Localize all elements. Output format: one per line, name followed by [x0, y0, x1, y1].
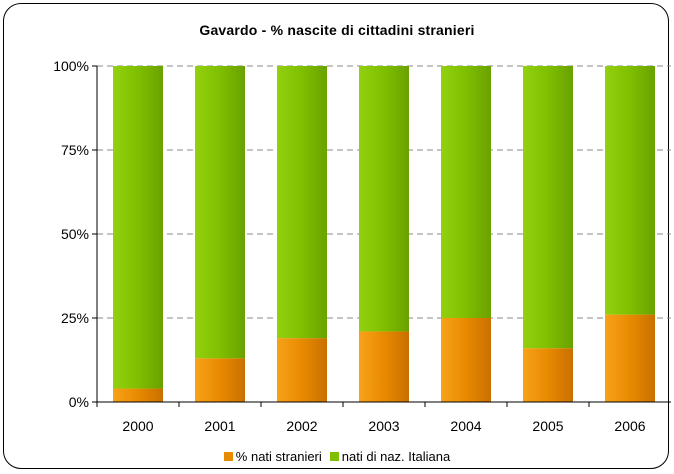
bar-italiana-2005 [523, 66, 573, 349]
y-tick-label: 25% [61, 310, 89, 326]
bar-stranieri-2002 [277, 338, 327, 402]
bar-italiana-2001 [195, 66, 245, 359]
legend-item: % nati stranieri [223, 449, 322, 464]
x-tick-label: 2006 [614, 418, 645, 434]
bar-stranieri-2004 [441, 318, 491, 402]
legend-label: nati di naz. Italiana [341, 449, 451, 464]
bar-italiana-2003 [359, 66, 409, 332]
x-tick-label: 2000 [122, 418, 153, 434]
legend-swatch [329, 452, 339, 461]
legend-swatch [223, 452, 233, 461]
y-tick-label: 75% [61, 142, 89, 158]
chart-title: Gavardo - % nascite di cittadini stranie… [199, 22, 475, 38]
bar-stranieri-2003 [359, 331, 409, 402]
gridlines [97, 65, 671, 319]
bar-italiana-2004 [441, 66, 491, 318]
y-tick-label: 50% [61, 226, 89, 242]
bar-italiana-2006 [605, 66, 655, 315]
y-tick-label: 100% [53, 58, 89, 74]
y-tick-label: 0% [69, 394, 89, 410]
bar-italiana-2002 [277, 66, 327, 339]
x-tick-label: 2003 [368, 418, 399, 434]
x-tick-label: 2002 [286, 418, 317, 434]
bar-stranieri-2006 [605, 314, 655, 402]
bar-italiana-2000 [113, 66, 163, 389]
bar-stranieri-2005 [523, 348, 573, 402]
legend-item: nati di naz. Italiana [329, 449, 451, 464]
bar-stranieri-2001 [195, 358, 245, 402]
bar-stranieri-2000 [113, 388, 163, 402]
bars [113, 66, 655, 402]
axes: 0% 25% 50% 75% 100% 2000 2001 2002 2003 2004 2005 2… [53, 58, 671, 434]
x-tick-label: 2005 [532, 418, 563, 434]
legend: % nati stranieri nati di naz. Italiana [0, 449, 674, 464]
x-tick-label: 2004 [450, 418, 481, 434]
x-tick-label: 2001 [204, 418, 235, 434]
legend-label: % nati stranieri [235, 449, 322, 464]
